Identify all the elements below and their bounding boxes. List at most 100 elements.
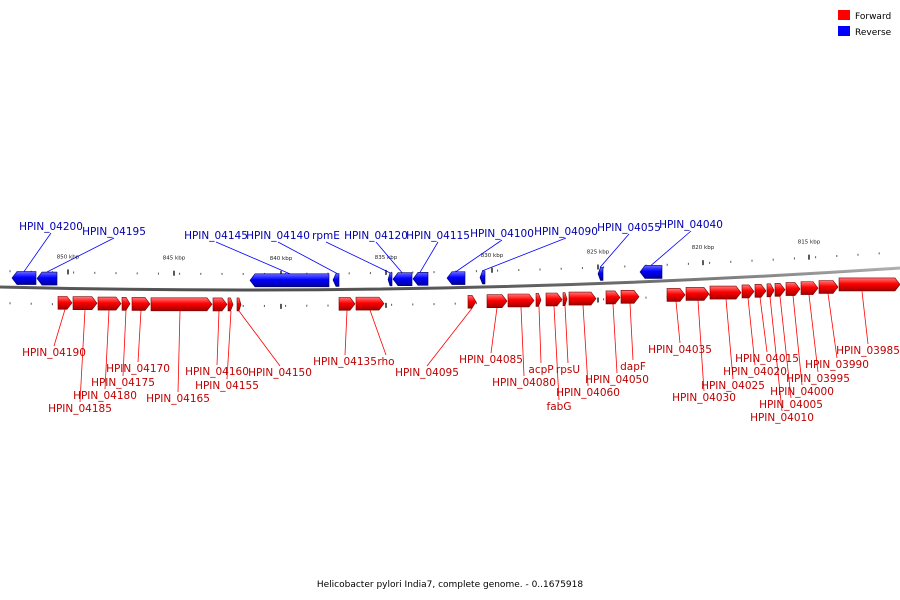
gene-acpp-label[interactable]: acpP — [528, 364, 553, 376]
gene-rpme-label[interactable]: rpmE — [312, 230, 340, 242]
gene-leader-line — [238, 310, 281, 367]
gene-hpin-04165-label[interactable]: HPIN_04165 — [146, 393, 210, 405]
gene-hpin-04090-arrow[interactable] — [479, 270, 486, 285]
gene-fabg-label[interactable]: fabG — [547, 401, 572, 413]
gene-hpin-04160-label[interactable]: HPIN_04160 — [185, 366, 249, 378]
gene-hpin-04180-arrow[interactable] — [97, 296, 122, 311]
gene-hpin-04080-label[interactable]: HPIN_04080 — [492, 377, 556, 389]
gene-hpin-04050-label[interactable]: HPIN_04050 — [585, 374, 649, 386]
gene-hpin-03995-arrow[interactable] — [800, 281, 819, 295]
gene-hpin-04145-label[interactable]: HPIN_04145 — [184, 230, 248, 242]
gene-hpin-04030-arrow[interactable] — [685, 287, 710, 301]
gene-rpsu-label[interactable]: rpsU — [556, 364, 580, 376]
gene-hpin-04120-arrow[interactable] — [392, 272, 413, 286]
gene-hpin-04160-arrow[interactable] — [212, 297, 228, 312]
forward-track: HPIN_04190 HPIN_04185HPIN_04180HPIN_04175… — [22, 277, 900, 424]
gene-hpin-04015-arrow[interactable] — [754, 284, 767, 298]
gene-hpin-04010-arrow[interactable] — [766, 283, 775, 298]
gene-hpin-04115-arrow[interactable] — [412, 272, 429, 286]
gene-hpin-04010-label[interactable]: HPIN_04010 — [750, 412, 814, 424]
gene-hpin-04175-label[interactable]: HPIN_04175 — [91, 377, 155, 389]
gene-hpin-04060-label[interactable]: HPIN_04060 — [556, 387, 620, 399]
gene-hpin-04000-arrow[interactable] — [785, 282, 801, 296]
gene-dapf-arrow[interactable] — [620, 290, 640, 304]
gene-rho-label[interactable]: rho — [377, 356, 394, 368]
gene-hpin-04090-label[interactable]: HPIN_04090 — [534, 226, 598, 238]
gene-hpin-04135-label[interactable]: HPIN_04135 — [313, 356, 377, 368]
gene-hpin-04140-arrow[interactable] — [332, 273, 340, 287]
gene-hpin-04040-label[interactable]: HPIN_04040 — [659, 219, 723, 231]
gene-hpin-04035-arrow[interactable] — [666, 288, 686, 302]
gene-hpin-03985-label[interactable]: HPIN_03985 — [836, 345, 900, 357]
gene-hpin-03985-arrow[interactable] — [838, 277, 900, 292]
gene-leader-line — [455, 239, 503, 272]
gene-hpin-03990-arrow[interactable] — [818, 280, 839, 294]
gene-fabg-arrow[interactable] — [545, 292, 563, 307]
gene-hpin-04165-arrow[interactable] — [150, 297, 213, 312]
gene-hpin-04055-arrow[interactable] — [597, 267, 604, 281]
gene-hpin-04040-arrow[interactable] — [639, 265, 663, 279]
gene-hpin-04180-label[interactable]: HPIN_04180 — [73, 390, 137, 402]
gene-leader-line — [137, 310, 142, 363]
gene-hpin-04100-label[interactable]: HPIN_04100 — [470, 228, 534, 240]
gene-hpin-04140-label[interactable]: HPIN_04140 — [246, 230, 310, 242]
gene-hpin-04030-label[interactable]: HPIN_04030 — [672, 392, 736, 404]
gene-hpin-04200-arrow[interactable] — [11, 271, 37, 285]
gene-hpin-04170-label[interactable]: HPIN_04170 — [106, 363, 170, 375]
gene-hpin-04095-arrow[interactable] — [467, 294, 477, 309]
gene-rpsu-arrow[interactable] — [562, 292, 568, 306]
gene-hpin-03995-label[interactable]: HPIN_03995 — [786, 373, 850, 385]
gene-hpin-04185-arrow[interactable] — [72, 296, 98, 311]
gene-hpin-03990-label[interactable]: HPIN_03990 — [805, 359, 869, 371]
gene-leader-line — [104, 310, 110, 390]
gene-hpin-04000-label[interactable]: HPIN_04000 — [770, 386, 834, 398]
gene-hpin-04080-arrow[interactable] — [507, 293, 535, 308]
gene-hpin-04100-arrow[interactable] — [446, 271, 466, 285]
gene-hpin-04190-arrow[interactable] — [57, 296, 73, 310]
gene-hpin-04025-arrow[interactable] — [709, 285, 742, 300]
gene-hpin-04195-arrow[interactable] — [36, 271, 58, 286]
gene-hpin-04085-label[interactable]: HPIN_04085 — [459, 354, 523, 366]
gene-hpin-04170-arrow[interactable] — [131, 297, 151, 311]
gene-leader-line — [277, 241, 338, 274]
gene-leader-line — [122, 310, 127, 377]
gene-hpin-04175-arrow[interactable] — [121, 296, 131, 311]
gene-leader-line — [538, 306, 542, 364]
gene-hpin-04190-label[interactable]: HPIN_04190 — [22, 347, 86, 359]
gene-rho-arrow[interactable] — [355, 296, 385, 311]
gene-dapf-label[interactable]: dapF — [620, 361, 646, 373]
gene-hpin-04145-arrow[interactable] — [249, 273, 330, 288]
gene-hpin-04200-label[interactable]: HPIN_04200 — [19, 221, 83, 233]
scale-tick-label: 835 kbp — [375, 255, 398, 261]
gene-leader-line — [553, 305, 560, 401]
gene-hpin-04020-arrow[interactable] — [741, 284, 755, 299]
gene-hpin-04150-arrow[interactable] — [236, 297, 242, 312]
gene-hpin-04035-label[interactable]: HPIN_04035 — [648, 344, 712, 356]
gene-leader-line — [675, 301, 681, 344]
gene-acpp-arrow[interactable] — [535, 293, 542, 307]
gene-leader-line — [490, 307, 498, 354]
gene-leader-line — [79, 309, 86, 403]
gene-hpin-04115-label[interactable]: HPIN_04115 — [406, 230, 470, 242]
gene-leader-line — [599, 233, 630, 268]
reverse-track: HPIN_04200 HPIN_04195 HPIN_04145HPIN_04140… — [11, 219, 723, 288]
gene-hpin-04050-arrow[interactable] — [605, 290, 621, 305]
gene-hpin-04135-arrow[interactable] — [338, 297, 356, 311]
gene-hpin-04060-arrow[interactable] — [568, 291, 597, 306]
gene-rpme-arrow[interactable] — [387, 272, 393, 287]
gene-leader-line — [426, 308, 473, 367]
gene-hpin-04085-arrow[interactable] — [486, 294, 508, 308]
gene-hpin-04015-label[interactable]: HPIN_04015 — [735, 353, 799, 365]
gene-hpin-04155-label[interactable]: HPIN_04155 — [195, 380, 259, 392]
gene-hpin-04005-label[interactable]: HPIN_04005 — [759, 399, 823, 411]
gene-hpin-04095-label[interactable]: HPIN_04095 — [395, 367, 459, 379]
gene-hpin-04025-label[interactable]: HPIN_04025 — [701, 380, 765, 392]
gene-hpin-04020-label[interactable]: HPIN_04020 — [723, 366, 787, 378]
gene-hpin-04120-label[interactable]: HPIN_04120 — [344, 230, 408, 242]
gene-hpin-04055-label[interactable]: HPIN_04055 — [597, 222, 661, 234]
gene-hpin-04150-label[interactable]: HPIN_04150 — [248, 367, 312, 379]
gene-hpin-04005-arrow[interactable] — [774, 282, 786, 297]
gene-hpin-04195-label[interactable]: HPIN_04195 — [82, 226, 146, 238]
gene-hpin-04185-label[interactable]: HPIN_04185 — [48, 403, 112, 415]
gene-hpin-04155-arrow[interactable] — [227, 297, 234, 312]
